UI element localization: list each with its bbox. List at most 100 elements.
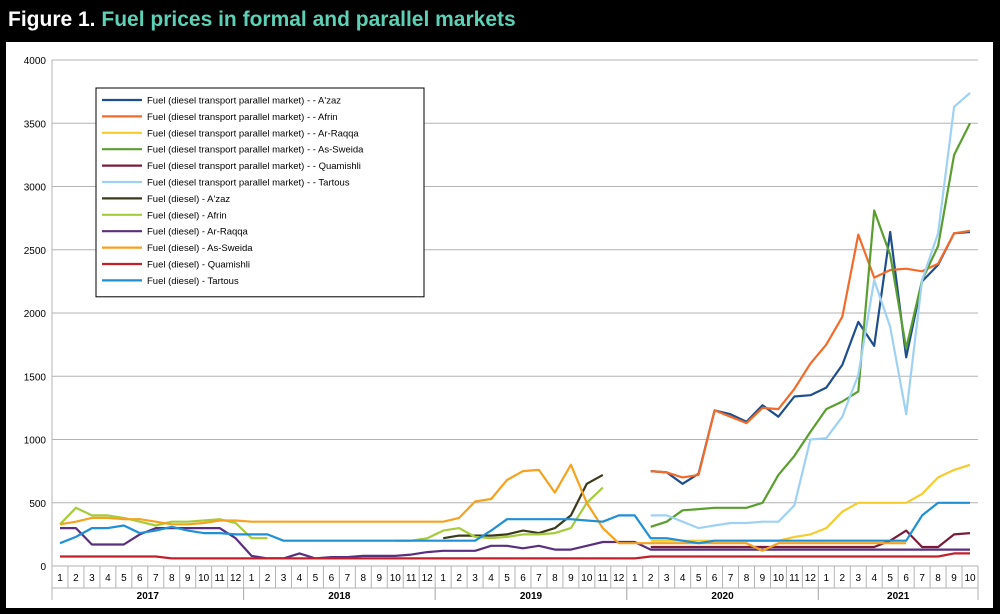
figure-title-text: Fuel prices in formal and parallel marke… [101,8,516,31]
x-tick-label: 6 [329,573,335,584]
x-tick-label: 2 [73,573,79,584]
legend-entry: Fuel (diesel) - Tartous [147,276,239,287]
x-tick-label: 3 [664,573,670,584]
x-tick-label: 5 [696,573,702,584]
x-tick-label: 4 [871,573,877,584]
x-tick-label: 3 [89,573,95,584]
figure-label: Figure 1. [8,8,96,31]
x-tick-label: 8 [935,573,941,584]
x-tick-label: 4 [680,573,686,584]
y-tick-label: 2500 [24,246,47,257]
y-tick-label: 4000 [24,56,47,67]
y-tick-label: 2000 [24,309,47,320]
y-tick-label: 1000 [24,436,47,447]
x-tick-label: 3 [472,573,478,584]
x-tick-label: 4 [297,573,303,584]
x-tick-label: 2 [265,573,271,584]
legend-entry: Fuel (diesel transport parallel market) … [147,178,350,189]
x-tick-label: 6 [137,573,143,584]
y-tick-label: 0 [40,562,46,573]
series-line [650,529,971,549]
x-tick-label: 6 [903,573,909,584]
x-tick-label: 10 [198,573,210,584]
x-tick-label: 8 [552,573,558,584]
series-line [650,92,971,530]
x-tick-label: 12 [805,573,817,584]
x-tick-label: 1 [57,573,63,584]
x-tick-label: 8 [744,573,750,584]
legend-entry: Fuel (diesel) - A'zaz [147,194,230,205]
x-tick-label: 12 [613,573,625,584]
series-line [650,463,971,542]
x-tick-label: 3 [855,573,861,584]
x-tick-label: 2 [648,573,654,584]
x-tick-label: 12 [230,573,242,584]
x-tick-label: 12 [422,573,434,584]
year-label: 2020 [711,591,734,602]
x-tick-label: 11 [598,573,609,584]
figure-title: Figure 1. Fuel prices in formal and para… [8,8,516,32]
x-tick-label: 2 [840,573,846,584]
x-tick-label: 1 [440,573,446,584]
y-tick-label: 3000 [24,183,47,194]
x-tick-label: 7 [536,573,542,584]
legend-entry: Fuel (diesel transport parallel market) … [147,112,338,123]
legend-entry: Fuel (diesel transport parallel market) … [147,96,341,107]
x-tick-label: 7 [345,573,351,584]
x-tick-label: 7 [919,573,925,584]
legend-entry: Fuel (diesel) - Quamishli [147,260,250,271]
x-tick-label: 11 [214,573,225,584]
x-tick-label: 10 [964,573,976,584]
x-tick-label: 9 [568,573,574,584]
series-line [650,229,971,479]
series-line [650,122,971,528]
x-tick-label: 1 [249,573,255,584]
x-tick-label: 9 [951,573,957,584]
series-line [60,552,970,560]
x-tick-label: 3 [281,573,287,584]
x-tick-label: 7 [153,573,159,584]
year-label: 2017 [137,591,160,602]
year-label: 2019 [520,591,543,602]
legend-entry: Fuel (diesel transport parallel market) … [147,128,359,139]
x-tick-label: 11 [789,573,800,584]
series-line [650,230,971,485]
x-tick-label: 5 [887,573,893,584]
x-tick-label: 4 [105,573,111,584]
x-tick-label: 10 [773,573,785,584]
series-line [59,463,907,552]
x-tick-label: 1 [824,573,830,584]
x-tick-label: 6 [712,573,718,584]
figure-header: Figure 1. Fuel prices in formal and para… [0,0,1000,40]
x-tick-label: 8 [361,573,367,584]
x-tick-label: 9 [760,573,766,584]
legend-entry: Fuel (diesel) - As-Sweida [147,243,253,254]
x-tick-label: 8 [169,573,175,584]
x-tick-label: 1 [632,573,638,584]
x-tick-label: 5 [121,573,127,584]
series-line [60,527,970,560]
x-tick-label: 4 [488,573,494,584]
year-label: 2018 [328,591,351,602]
year-label: 2021 [887,591,910,602]
x-tick-label: 9 [185,573,191,584]
y-tick-label: 1500 [24,372,47,383]
y-tick-label: 3500 [24,119,47,130]
legend-entry: Fuel (diesel transport parallel market) … [147,145,364,156]
x-tick-label: 11 [406,573,417,584]
x-tick-label: 7 [728,573,734,584]
legend-entry: Fuel (diesel) - Afrin [147,210,227,221]
x-tick-label: 2 [456,573,462,584]
x-tick-label: 5 [504,573,510,584]
x-tick-label: 6 [520,573,526,584]
x-tick-label: 10 [390,573,402,584]
chart-panel: 0 500 1000 1500 2000 2500 3000 3500 4000 1 2 3 4 5 6 7 8… [6,42,993,608]
legend-entry: Fuel (diesel transport parallel market) … [147,161,361,172]
series-line [59,501,970,545]
x-tick-label: 5 [313,573,319,584]
legend-box [95,87,425,298]
y-tick-label: 500 [29,499,46,510]
x-tick-label: 10 [581,573,593,584]
x-tick-label: 9 [377,573,383,584]
